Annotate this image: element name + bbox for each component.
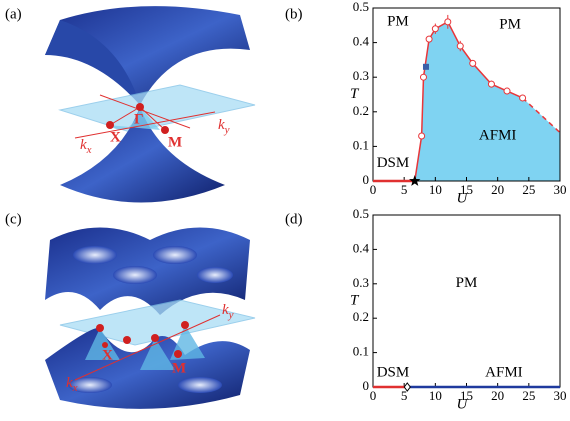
point-label: Γ bbox=[134, 111, 144, 127]
point-label: X bbox=[110, 129, 121, 145]
x-tick-label: 10 bbox=[429, 388, 442, 403]
k: k bbox=[66, 375, 73, 391]
x-tick-label: 25 bbox=[522, 388, 535, 403]
critical-point bbox=[403, 382, 411, 392]
x-tick-label: 5 bbox=[401, 388, 408, 403]
y-axis-label: T bbox=[350, 86, 360, 102]
y-tick-label: 0.2 bbox=[353, 103, 369, 118]
x-tick-label: 10 bbox=[429, 182, 442, 197]
k: k bbox=[80, 137, 87, 153]
x-tick-label: 20 bbox=[491, 182, 504, 197]
region-label: AFMI bbox=[485, 365, 523, 381]
transition bbox=[420, 20, 523, 137]
y-axis-label: T bbox=[350, 292, 360, 308]
x-axis-label: U bbox=[457, 190, 469, 206]
sub: x bbox=[86, 144, 92, 156]
region-label: DSM bbox=[377, 365, 410, 381]
band-3d-a bbox=[45, 6, 256, 203]
axis-label: kx bbox=[80, 137, 92, 155]
critical-point bbox=[409, 175, 421, 186]
y-tick-label: 0.5 bbox=[353, 206, 369, 221]
x-tick-label: 0 bbox=[370, 182, 377, 197]
panel-label: (c) bbox=[5, 211, 22, 227]
data-point bbox=[503, 87, 511, 95]
sub: y bbox=[224, 124, 230, 136]
y-tick-label: 0.4 bbox=[353, 34, 370, 49]
band-3d-c bbox=[45, 227, 256, 409]
data-point bbox=[431, 25, 439, 33]
region-label: PM bbox=[456, 275, 478, 291]
x-axis-label: U bbox=[457, 396, 469, 412]
axis-label: ky bbox=[222, 302, 234, 320]
y-tick-label: 0.3 bbox=[353, 68, 369, 83]
region-label: AFMI bbox=[479, 127, 517, 143]
x-tick-label: 25 bbox=[522, 182, 535, 197]
data-point bbox=[456, 42, 464, 50]
y-tick-label: 0.5 bbox=[353, 0, 369, 14]
y-tick-label: 0.2 bbox=[353, 309, 369, 324]
x-tick-label: 30 bbox=[554, 388, 567, 403]
panel-label: (d) bbox=[285, 211, 303, 227]
region-label: PM bbox=[387, 13, 409, 29]
y-tick-label: 0.3 bbox=[353, 275, 369, 290]
data-point bbox=[425, 35, 433, 43]
k: k bbox=[218, 117, 225, 133]
x-tick-label: 15 bbox=[460, 388, 473, 403]
transition-link bbox=[414, 135, 423, 182]
axis-label: ky bbox=[218, 117, 230, 135]
x-tick-label: 30 bbox=[554, 182, 567, 197]
y-tick-label: 0.1 bbox=[353, 137, 369, 152]
point-label: M bbox=[172, 360, 186, 376]
region-label: PM bbox=[499, 17, 521, 33]
x-tick-label: 20 bbox=[491, 388, 504, 403]
y-tick-label: 0 bbox=[363, 172, 370, 187]
point-label: M bbox=[168, 134, 182, 150]
region-label: DSM bbox=[377, 155, 410, 171]
x-tick-label: 5 bbox=[401, 182, 408, 197]
data-point bbox=[469, 59, 477, 67]
data-point bbox=[519, 94, 527, 102]
data-point bbox=[418, 132, 426, 140]
data-point bbox=[444, 18, 452, 26]
data-point bbox=[487, 80, 495, 88]
sub: y bbox=[228, 309, 234, 321]
x-tick-label: 0 bbox=[370, 388, 377, 403]
y-tick-label: 0.4 bbox=[353, 240, 370, 255]
panel-label: (b) bbox=[285, 6, 303, 22]
y-tick-label: 0.1 bbox=[353, 344, 369, 359]
panel-label: (a) bbox=[5, 6, 22, 22]
data-point bbox=[422, 63, 429, 70]
y-tick-label: 0 bbox=[363, 378, 370, 393]
sub: x bbox=[72, 382, 78, 394]
axis-label: kx bbox=[66, 375, 78, 393]
afmi-region bbox=[414, 21, 560, 182]
point-label: X bbox=[102, 347, 113, 363]
data-point bbox=[419, 73, 427, 81]
k: k bbox=[222, 302, 229, 318]
x-tick-label: 15 bbox=[460, 182, 473, 197]
plot-frame bbox=[372, 214, 561, 388]
